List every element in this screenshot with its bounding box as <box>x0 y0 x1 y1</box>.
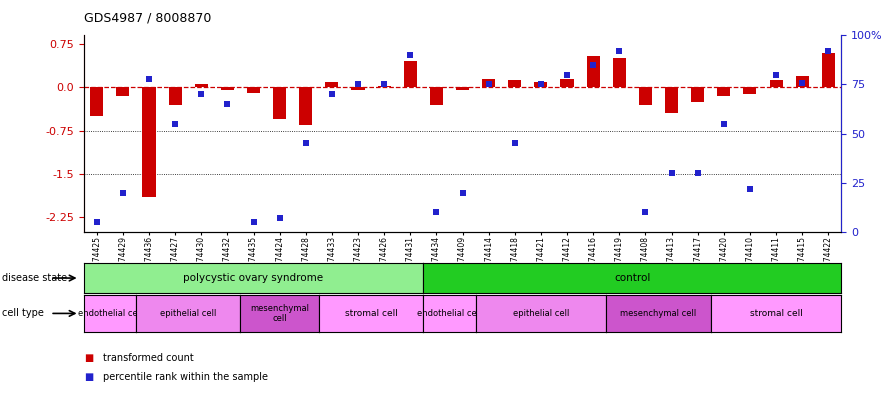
Bar <box>247 87 260 93</box>
Bar <box>430 87 443 105</box>
Text: stromal cell: stromal cell <box>750 309 803 318</box>
Bar <box>352 87 365 90</box>
Text: GDS4987 / 8008870: GDS4987 / 8008870 <box>84 12 211 25</box>
Bar <box>325 82 338 87</box>
Bar <box>456 87 469 90</box>
Text: mesenchymal
cell: mesenchymal cell <box>250 304 309 323</box>
Text: endothelial cell: endothelial cell <box>418 309 482 318</box>
Bar <box>587 55 600 87</box>
Text: stromal cell: stromal cell <box>344 309 397 318</box>
Bar <box>822 53 835 87</box>
Bar <box>116 87 130 96</box>
Bar <box>378 86 390 87</box>
Text: control: control <box>614 273 650 283</box>
Text: percentile rank within the sample: percentile rank within the sample <box>103 372 268 382</box>
Bar <box>90 87 103 116</box>
Bar <box>482 79 495 87</box>
Bar <box>273 87 286 119</box>
Bar <box>744 87 757 94</box>
Bar <box>639 87 652 105</box>
Bar <box>403 61 417 87</box>
Text: ■: ■ <box>84 372 93 382</box>
Bar <box>717 87 730 96</box>
Text: ■: ■ <box>84 353 93 363</box>
Text: endothelial cell: endothelial cell <box>78 309 142 318</box>
Bar <box>691 87 704 102</box>
Text: epithelial cell: epithelial cell <box>160 309 217 318</box>
Bar <box>195 84 208 87</box>
Bar <box>535 82 547 87</box>
Bar <box>508 81 522 87</box>
Bar <box>796 76 809 87</box>
Bar <box>560 79 574 87</box>
Bar <box>665 87 678 114</box>
Text: cell type: cell type <box>2 309 44 318</box>
Text: transformed count: transformed count <box>103 353 194 363</box>
Bar <box>769 81 782 87</box>
Text: disease state: disease state <box>2 273 67 283</box>
Bar <box>143 87 156 197</box>
Bar <box>221 87 234 90</box>
Text: polycystic ovary syndrome: polycystic ovary syndrome <box>183 273 323 283</box>
Bar <box>300 87 312 125</box>
Bar <box>168 87 181 105</box>
Bar <box>613 59 626 87</box>
Text: epithelial cell: epithelial cell <box>513 309 569 318</box>
Text: mesenchymal cell: mesenchymal cell <box>620 309 697 318</box>
